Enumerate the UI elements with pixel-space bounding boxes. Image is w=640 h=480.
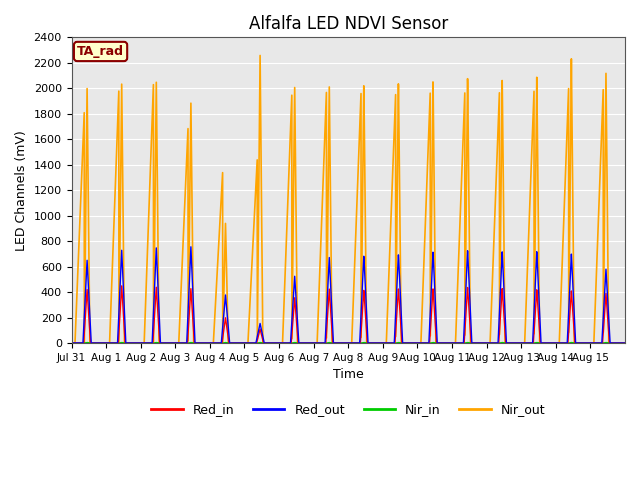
Nir_out bbox=[621, 340, 629, 346]
Red_out bbox=[87, 331, 95, 337]
Nir_out bbox=[87, 340, 95, 346]
Nir_out bbox=[328, 324, 335, 329]
Line: Red_out: Red_out bbox=[72, 247, 625, 343]
Line: Nir_out: Nir_out bbox=[72, 56, 625, 343]
Nir_in bbox=[83, 340, 91, 346]
Nir_out bbox=[68, 340, 76, 346]
Red_out bbox=[187, 244, 195, 250]
Nir_out bbox=[390, 132, 398, 138]
Red_in bbox=[118, 283, 125, 289]
Nir_in bbox=[621, 340, 629, 346]
Y-axis label: LED Channels (mV): LED Channels (mV) bbox=[15, 130, 28, 251]
Red_in bbox=[280, 340, 288, 346]
Red_in bbox=[390, 340, 398, 346]
Nir_in bbox=[490, 340, 497, 346]
Nir_in bbox=[390, 340, 398, 346]
Red_out bbox=[328, 308, 335, 313]
Red_out bbox=[405, 340, 413, 346]
Red_out bbox=[490, 340, 497, 346]
Red_in bbox=[621, 340, 629, 346]
Nir_in bbox=[68, 340, 76, 346]
Nir_in bbox=[87, 340, 95, 346]
Nir_out bbox=[280, 293, 288, 299]
Nir_in bbox=[405, 340, 413, 346]
Nir_in bbox=[328, 340, 335, 346]
Line: Red_in: Red_in bbox=[72, 286, 625, 343]
Nir_out bbox=[405, 340, 413, 346]
Red_in bbox=[68, 340, 76, 346]
Title: Alfalfa LED NDVI Sensor: Alfalfa LED NDVI Sensor bbox=[248, 15, 448, 33]
X-axis label: Time: Time bbox=[333, 368, 364, 381]
Red_in bbox=[405, 340, 413, 346]
Nir_out bbox=[256, 53, 264, 59]
Red_in bbox=[87, 340, 95, 346]
Nir_out bbox=[490, 242, 497, 248]
Legend: Red_in, Red_out, Nir_in, Nir_out: Red_in, Red_out, Nir_in, Nir_out bbox=[147, 398, 550, 421]
Text: TA_rad: TA_rad bbox=[77, 45, 124, 58]
Red_out bbox=[280, 340, 288, 346]
Red_out bbox=[68, 340, 76, 346]
Red_out bbox=[390, 340, 398, 346]
Red_in bbox=[328, 326, 335, 332]
Nir_in bbox=[280, 340, 288, 346]
Red_in bbox=[490, 340, 497, 346]
Red_out bbox=[621, 340, 629, 346]
